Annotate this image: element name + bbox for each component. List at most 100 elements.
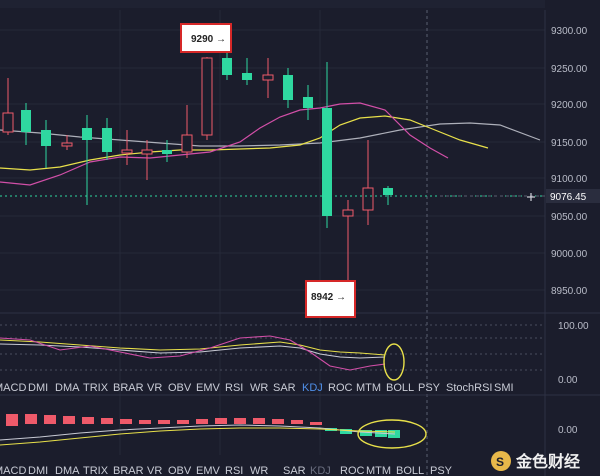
high-annotation-label: 9290 → xyxy=(191,34,226,45)
tab-bottom-dmi[interactable]: DMI xyxy=(28,465,48,476)
chart-grid xyxy=(0,10,545,455)
watermark-text: 金色财经 xyxy=(515,452,580,471)
price-tick: 8950.00 xyxy=(551,286,588,297)
macd-bar xyxy=(101,418,113,424)
tab-bottom-mtm[interactable]: MTM xyxy=(366,465,391,476)
candle xyxy=(21,103,31,145)
macd-bar xyxy=(6,414,18,426)
low-annotation-box xyxy=(305,280,356,318)
tab-sar[interactable]: SAR xyxy=(273,382,296,394)
tab-bottom-dma[interactable]: DMA xyxy=(55,465,80,476)
candle xyxy=(181,105,193,158)
tab-bottom-brar[interactable]: BRAR xyxy=(113,465,144,476)
candle xyxy=(262,58,274,98)
price-tick: 9050.00 xyxy=(551,212,588,223)
high-annotation: 9290 → xyxy=(180,23,232,53)
indicator-line-yellow xyxy=(0,339,386,356)
indicator-axis-tick: 0.00 xyxy=(558,375,578,386)
tab-psy[interactable]: PSY xyxy=(418,382,441,394)
tab-bottom-obv[interactable]: OBV xyxy=(168,465,192,476)
macd-bar xyxy=(63,416,75,424)
candle xyxy=(121,130,133,165)
tab-bottom-vr[interactable]: VR xyxy=(147,465,162,476)
tab-boll[interactable]: BOLL xyxy=(386,382,414,394)
macd-panel: 0.00 xyxy=(0,414,578,449)
macd-bar xyxy=(177,420,189,424)
indicator-axis-tick: 100.00 xyxy=(558,321,589,332)
macd-bar xyxy=(253,418,265,424)
macd-histogram xyxy=(6,414,400,438)
tab-bottom-sar[interactable]: SAR xyxy=(283,465,306,476)
tab-bottom-boll[interactable]: BOLL xyxy=(396,465,424,476)
tab-dma[interactable]: DMA xyxy=(55,382,80,394)
price-tick: 9200.00 xyxy=(551,100,588,111)
candles-group xyxy=(2,45,393,282)
tab-bottom-roc[interactable]: ROC xyxy=(340,465,365,476)
macd-bar xyxy=(25,414,37,424)
candle xyxy=(322,62,332,228)
tab-vr[interactable]: VR xyxy=(147,382,162,394)
highlight-ellipse xyxy=(383,343,405,381)
price-tick: 9150.00 xyxy=(551,138,588,149)
tab-brar[interactable]: BRAR xyxy=(113,382,144,394)
macd-bar xyxy=(120,419,132,424)
macd-bar xyxy=(340,429,352,434)
tab-wr[interactable]: WR xyxy=(250,382,268,394)
tab-rsi[interactable]: RSI xyxy=(225,382,243,394)
last-price-badge xyxy=(546,189,600,203)
ma-line-yellow xyxy=(0,115,489,171)
macd-highlight-ellipse xyxy=(357,419,427,449)
tab-bottom-kdj[interactable]: KDJ xyxy=(310,465,331,476)
top-toolbar-strip xyxy=(0,0,545,8)
macd-bar xyxy=(44,415,56,424)
tab-macd[interactable]: MACD xyxy=(0,382,26,394)
macd-bar xyxy=(139,420,151,424)
tab-bottom-wr[interactable]: WR xyxy=(250,465,268,476)
tab-obv[interactable]: OBV xyxy=(168,382,192,394)
candle xyxy=(82,115,92,205)
tab-emv[interactable]: EMV xyxy=(196,382,221,394)
tab-bottom-macd[interactable]: MACD xyxy=(0,465,26,476)
macd-bar xyxy=(360,430,372,436)
watermark: S 金色财经 xyxy=(491,451,580,471)
tab-mtm[interactable]: MTM xyxy=(356,382,381,394)
candle xyxy=(362,140,374,225)
tab-trix[interactable]: TRIX xyxy=(83,382,109,394)
tab-kdj[interactable]: KDJ xyxy=(302,382,323,394)
indicator-panel: 100.00 0.00 xyxy=(0,321,589,386)
tab-smi[interactable]: SMI xyxy=(494,382,514,394)
tab-stochrsi[interactable]: StochRSI xyxy=(446,382,492,394)
tab-bottom-trix[interactable]: TRIX xyxy=(83,465,109,476)
ma-line-pink xyxy=(0,102,449,186)
candle xyxy=(242,58,252,85)
candle xyxy=(342,200,354,282)
candle xyxy=(102,118,112,160)
tab-bottom-rsi[interactable]: RSI xyxy=(225,465,243,476)
macd-bar xyxy=(310,422,322,425)
macd-bar xyxy=(158,420,170,424)
plus-icon[interactable] xyxy=(527,193,535,201)
candle xyxy=(303,85,313,120)
macd-bar xyxy=(196,419,208,424)
candle xyxy=(201,57,213,140)
candle xyxy=(2,78,14,135)
price-axis: 9300.00 9250.00 9200.00 9150.00 9100.00 … xyxy=(551,26,588,297)
macd-bar xyxy=(234,418,246,424)
candle xyxy=(61,135,73,150)
tab-bottom-emv[interactable]: EMV xyxy=(196,465,221,476)
svg-text:S: S xyxy=(496,455,504,469)
macd-line-yellow xyxy=(0,427,396,446)
indicator-line-pink xyxy=(0,335,386,371)
price-tick: 9000.00 xyxy=(551,249,588,260)
low-annotation-label: 8942 → xyxy=(311,292,346,303)
tab-bottom-psy[interactable]: PSY xyxy=(430,465,453,476)
tab-roc[interactable]: ROC xyxy=(328,382,353,394)
low-annotation: 8942 → xyxy=(305,280,356,318)
tab-dmi[interactable]: DMI xyxy=(28,382,48,394)
candle xyxy=(283,68,293,108)
jinse-logo-icon xyxy=(491,451,511,471)
ma-line-white xyxy=(0,122,541,147)
